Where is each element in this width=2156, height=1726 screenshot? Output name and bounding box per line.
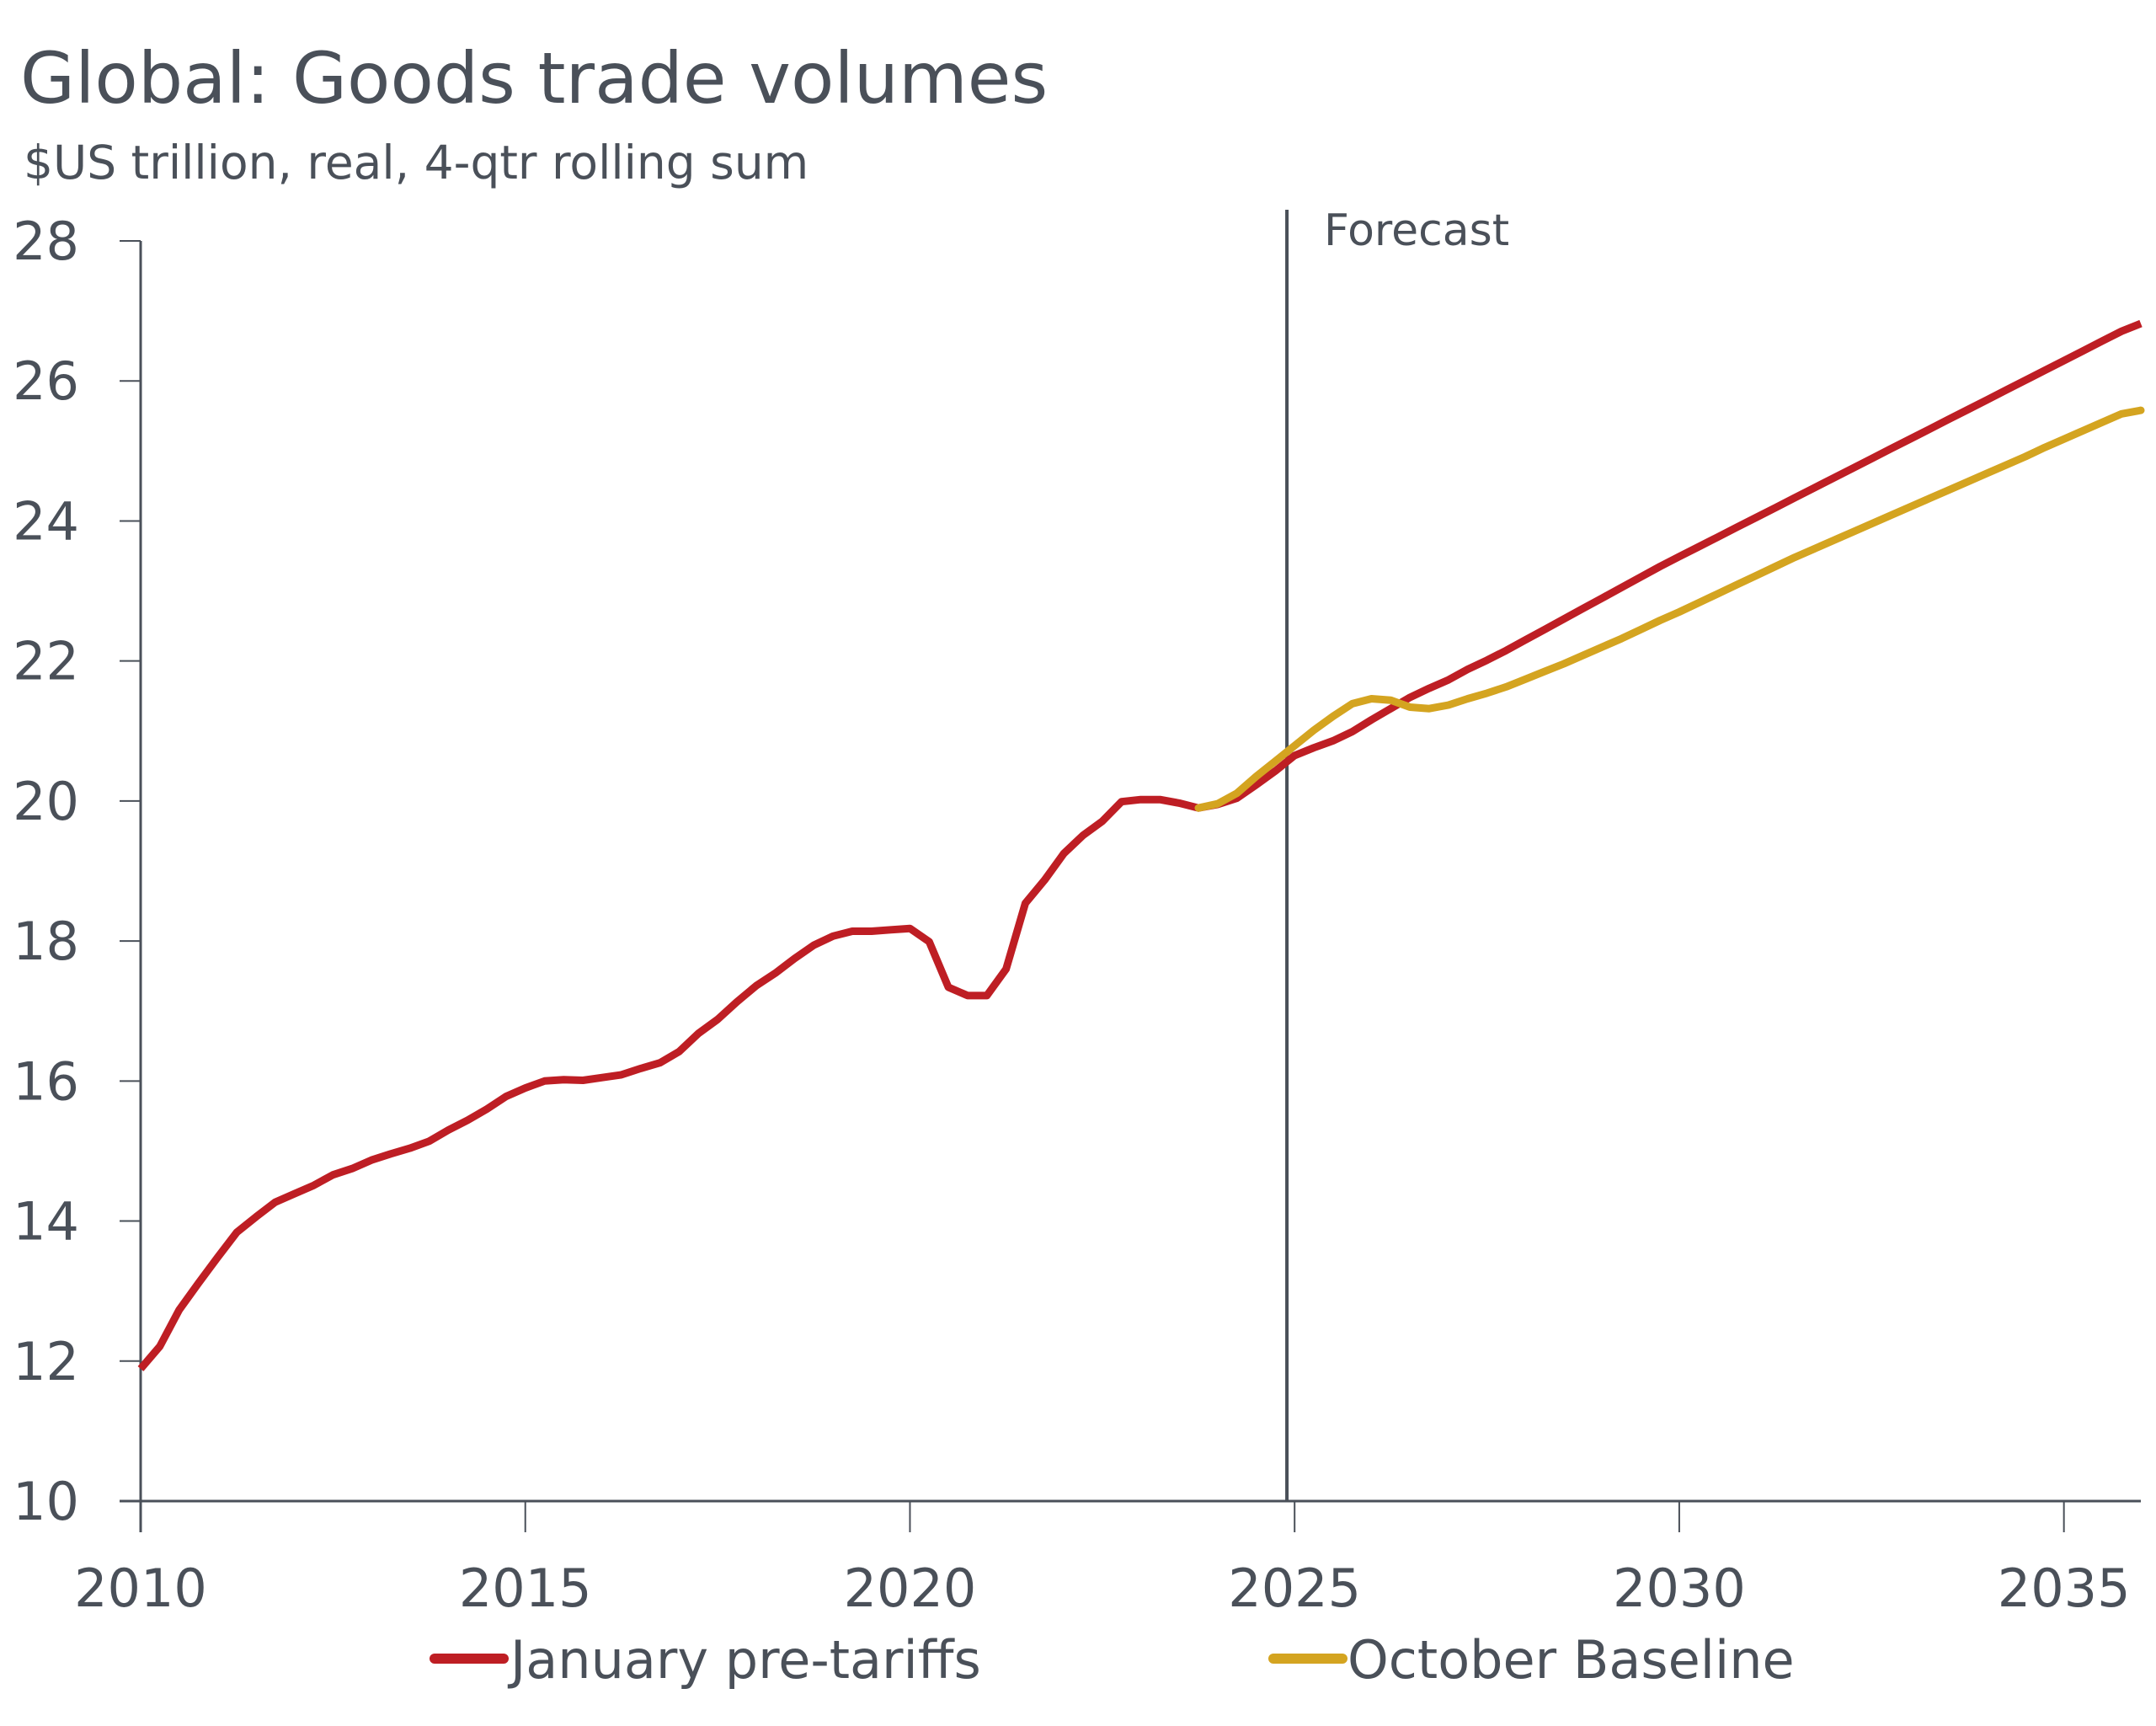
- chart-subtitle: $US trillion, real, 4-qtr rolling sum: [24, 136, 808, 190]
- series-group: [137, 319, 2145, 1371]
- legend: January pre-tariffs October Baseline: [430, 1629, 1795, 1691]
- x-tick-label: 2025: [1228, 1558, 1361, 1619]
- y-axis: 10 12 14 16 18 20 22 24 26 28: [13, 211, 142, 1532]
- x-tick-label: 2030: [1613, 1558, 1746, 1619]
- x-tick-label: 2035: [1998, 1558, 2131, 1619]
- series-line-january-pre-tariffs: [137, 319, 2143, 1371]
- x-tick-label: 2015: [459, 1558, 592, 1619]
- y-tick-label: 22: [13, 631, 79, 692]
- series-line-october-baseline: [1194, 406, 2145, 812]
- legend-label: October Baseline: [1348, 1629, 1795, 1691]
- chart-title: Global: Goods trade volumes: [20, 37, 1048, 120]
- y-tick-label: 12: [13, 1331, 79, 1392]
- x-tick-label: 2020: [844, 1558, 977, 1619]
- x-tick-label: 2010: [74, 1558, 207, 1619]
- y-tick-label: 24: [13, 490, 79, 552]
- legend-label: January pre-tariffs: [507, 1629, 981, 1691]
- forecast-label: Forecast: [1324, 206, 1509, 256]
- y-tick-label: 28: [13, 211, 79, 272]
- y-tick-label: 26: [13, 350, 79, 412]
- y-tick-label: 16: [13, 1050, 79, 1112]
- y-tick-label: 10: [13, 1471, 79, 1532]
- annotations: Forecast: [1285, 206, 1509, 1501]
- y-tick-label: 20: [13, 771, 79, 832]
- x-axis: 2010 2015 2020 2025 2030 2035: [74, 1499, 2141, 1619]
- y-tick-label: 14: [13, 1191, 79, 1253]
- y-tick-label: 18: [13, 911, 79, 972]
